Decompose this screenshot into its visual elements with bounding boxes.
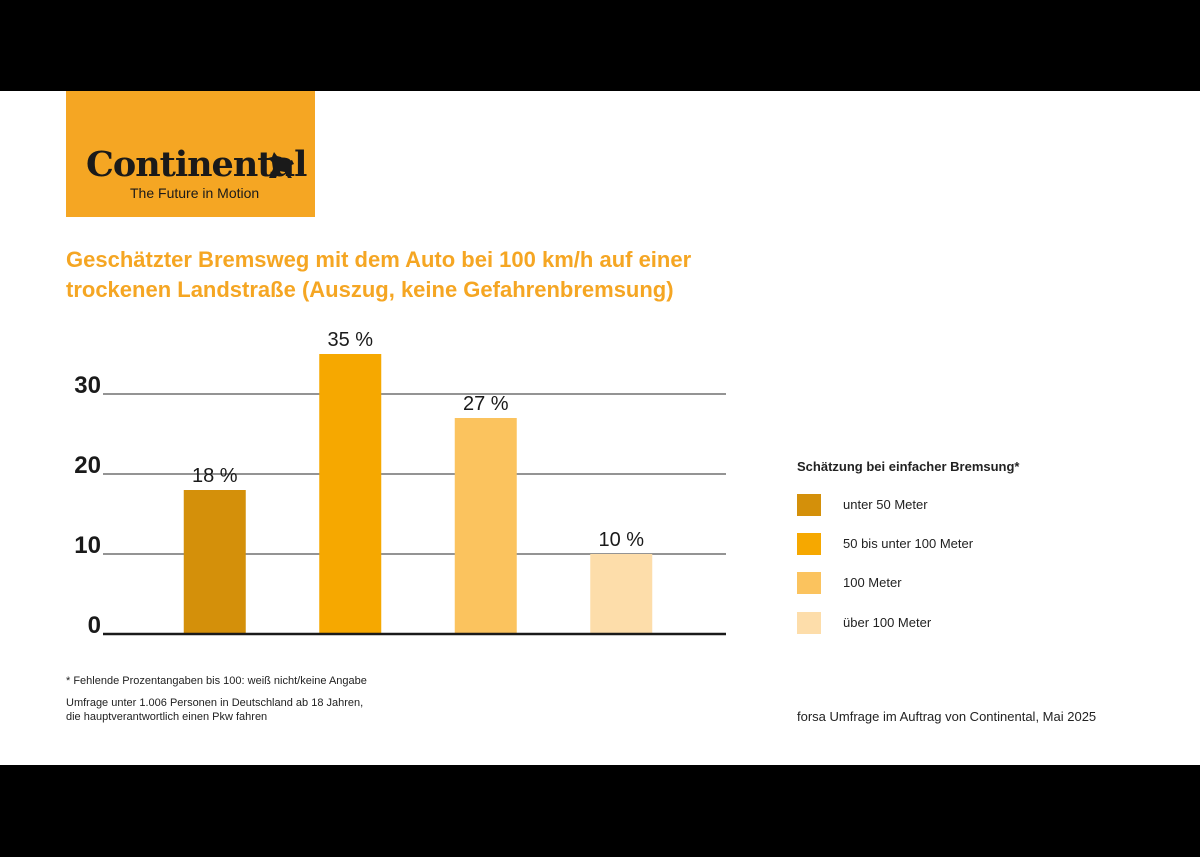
legend-label: 50 bis unter 100 Meter bbox=[843, 536, 974, 551]
y-tick-label: 20 bbox=[74, 452, 101, 479]
source-note: forsa Umfrage im Auftrag von Continental… bbox=[797, 709, 1097, 724]
survey-note-line-1: Umfrage unter 1.006 Personen in Deutschl… bbox=[66, 697, 364, 709]
survey-note-line-2: die hauptverantwortlich einen Pkw fahren bbox=[66, 711, 268, 723]
horse-icon bbox=[268, 152, 294, 178]
footnote: * Fehlende Prozentangaben bis 100: weiß … bbox=[66, 675, 367, 687]
bar bbox=[590, 554, 653, 634]
bar-value-label: 35 % bbox=[327, 329, 373, 351]
bar bbox=[319, 354, 382, 634]
chart-title: Geschätzter Bremsweg mit dem Auto bei 10… bbox=[66, 245, 691, 305]
slide: Continental The Future in Motion Geschät… bbox=[0, 91, 1200, 765]
legend-swatch bbox=[797, 494, 821, 516]
brand-logo: Continental The Future in Motion bbox=[66, 91, 315, 217]
bar-value-label: 18 % bbox=[192, 465, 238, 487]
chart-title-line-2: trockenen Landstraße (Auszug, keine Gefa… bbox=[66, 277, 674, 302]
legend-swatch bbox=[797, 533, 821, 555]
legend: Schätzung bei einfacher Bremsung* unter … bbox=[797, 459, 1020, 634]
bar-value-label: 27 % bbox=[463, 393, 509, 415]
legend-swatch bbox=[797, 612, 821, 634]
y-tick-label: 0 bbox=[88, 612, 101, 639]
legend-label: über 100 Meter bbox=[843, 615, 932, 630]
legend-label: 100 Meter bbox=[843, 575, 902, 590]
brand-tagline: The Future in Motion bbox=[130, 185, 260, 201]
bar bbox=[183, 490, 246, 634]
legend-label: unter 50 Meter bbox=[843, 497, 928, 512]
legend-swatch bbox=[797, 572, 821, 594]
y-tick-label: 30 bbox=[74, 372, 101, 399]
y-tick-label: 10 bbox=[74, 532, 101, 559]
bar-chart: 0 10 20 30 18 % 35 % 27 % 10 % bbox=[74, 329, 726, 639]
chart-title-line-1: Geschätzter Bremsweg mit dem Auto bei 10… bbox=[66, 247, 692, 272]
bar-value-label: 10 % bbox=[598, 529, 644, 551]
legend-title: Schätzung bei einfacher Bremsung* bbox=[797, 459, 1020, 474]
bar bbox=[454, 418, 517, 634]
